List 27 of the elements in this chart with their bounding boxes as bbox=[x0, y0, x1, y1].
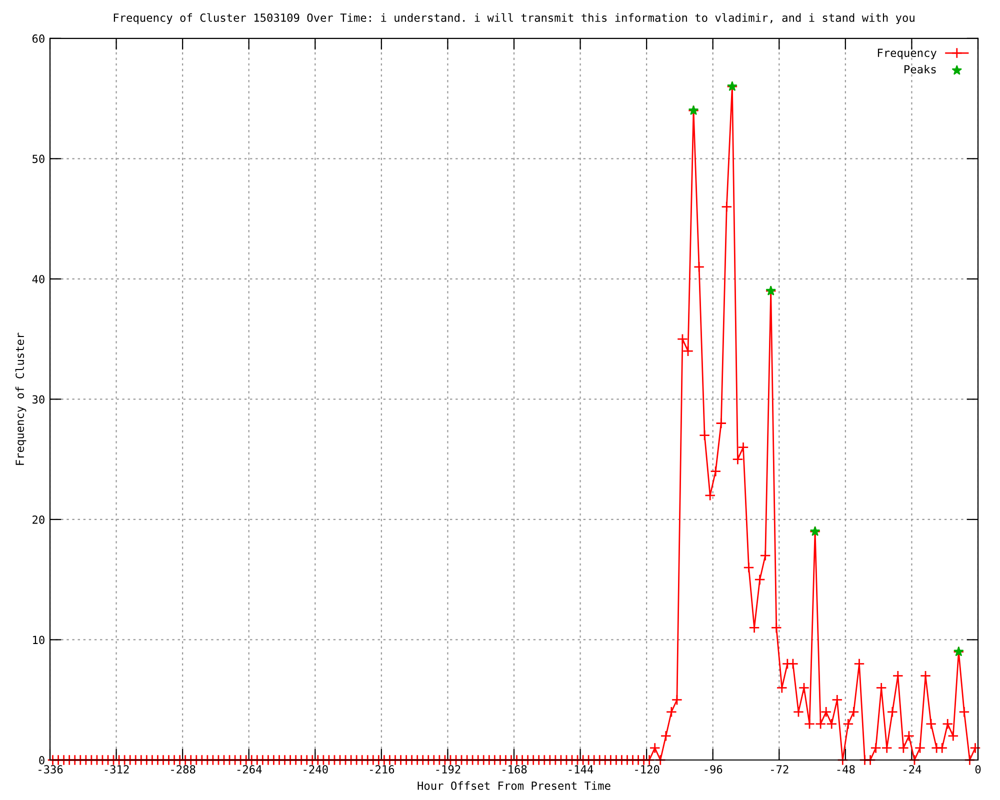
y-tick-label: 30 bbox=[32, 395, 44, 404]
legend-label: Peaks bbox=[904, 64, 936, 74]
chart-title: Frequency of Cluster 1503109 Over Time: i understand. i will transmit this information to vladimir, and i stand with you bbox=[114, 13, 914, 24]
x-tick-label: -336 bbox=[38, 765, 63, 774]
y-tick-label: 40 bbox=[32, 274, 44, 284]
x-tick-label: -120 bbox=[635, 765, 660, 774]
x-tick-label: -144 bbox=[568, 765, 594, 774]
x-tick-label: -240 bbox=[304, 765, 328, 774]
x-tick-label: -168 bbox=[502, 765, 527, 774]
y-tick-label: 10 bbox=[33, 636, 44, 644]
x-tick-label: -24 bbox=[904, 765, 922, 774]
x-tick-label: -288 bbox=[171, 765, 196, 774]
y-axis-title: Frequency of Cluster bbox=[15, 332, 26, 465]
legend-label: Frequency bbox=[878, 48, 936, 60]
y-tick-label: 0 bbox=[39, 756, 44, 764]
x-tick-label: -312 bbox=[104, 765, 129, 774]
y-tick-label: 50 bbox=[32, 154, 44, 164]
x-tick-label: -72 bbox=[771, 765, 788, 774]
x-tick-label: -264 bbox=[237, 765, 262, 774]
x-tick-label: -48 bbox=[837, 765, 855, 774]
y-tick-label: 60 bbox=[32, 34, 44, 43]
x-tick-label: 0 bbox=[975, 765, 981, 774]
x-tick-label: -216 bbox=[370, 765, 394, 774]
y-tick-label: 20 bbox=[32, 515, 44, 524]
x-axis-title: Hour Offset From Present Time bbox=[418, 781, 610, 790]
x-tick-label: -96 bbox=[704, 765, 722, 774]
x-tick-label: -192 bbox=[436, 765, 460, 774]
